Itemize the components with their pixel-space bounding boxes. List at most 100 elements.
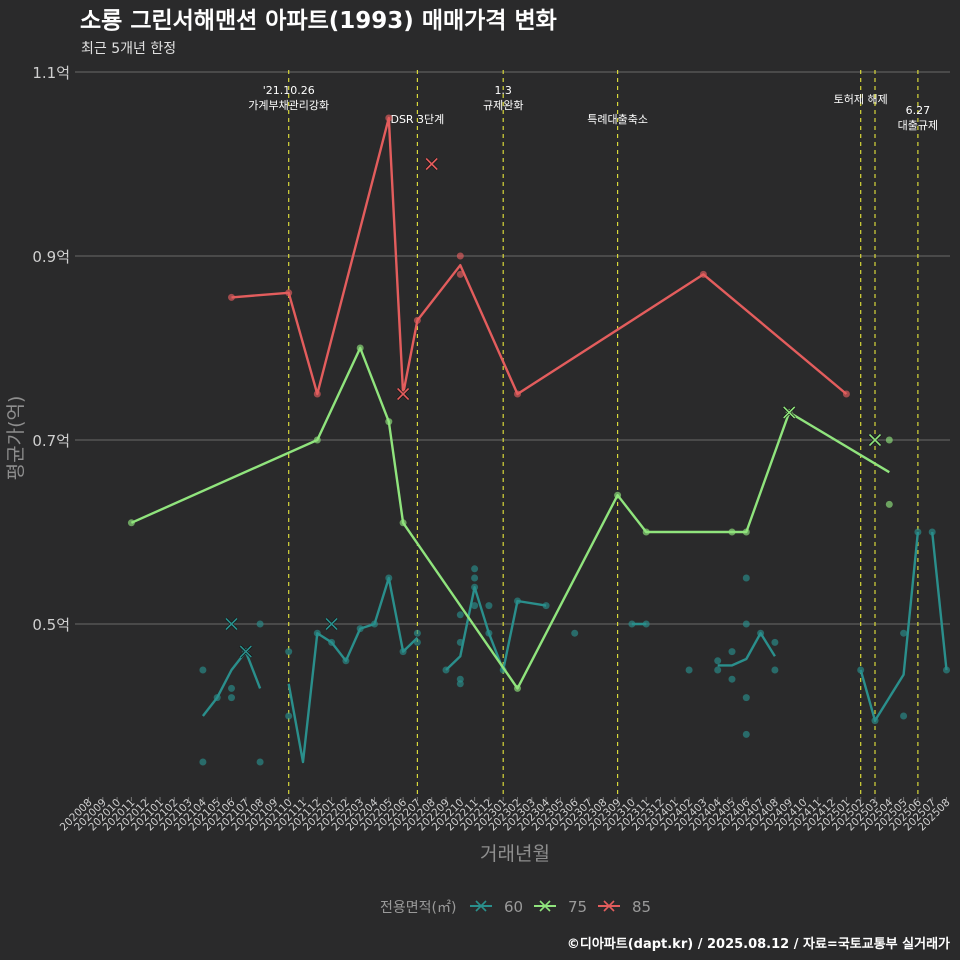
series-75-point bbox=[385, 418, 393, 426]
legend-item-75: 75 bbox=[534, 898, 587, 916]
cross-stroke bbox=[425, 157, 438, 171]
series-60-point bbox=[471, 583, 479, 591]
series-75-point bbox=[742, 528, 750, 536]
series-60-point bbox=[328, 638, 336, 646]
series-60-point bbox=[385, 574, 393, 582]
cross-stroke bbox=[397, 387, 410, 401]
series-60-point bbox=[871, 717, 879, 725]
series-60-point bbox=[771, 638, 779, 646]
event-annotation: DSR 3단계 bbox=[390, 113, 444, 126]
series-75-point bbox=[614, 491, 622, 499]
x-axis-label: 거래년월 bbox=[480, 843, 550, 865]
footer-credit: ©디아파트(dapt.kr) / 2025.08.12 / 자료=국토교통부 실… bbox=[567, 936, 950, 952]
series-60-point bbox=[742, 574, 750, 582]
y-tick-label: 1.1억 bbox=[32, 64, 70, 82]
event-annotation: 대출규제 bbox=[898, 119, 938, 132]
series-75-point bbox=[642, 528, 650, 536]
y-tick-labels: 0.5억 0.7억 0.9억 1.1억 bbox=[32, 64, 70, 634]
series-75-point bbox=[514, 684, 521, 692]
event-annotation: 토허제 해제 bbox=[834, 92, 888, 106]
series-60-point bbox=[371, 620, 378, 628]
series-60-point bbox=[771, 666, 779, 674]
series-75-point bbox=[127, 519, 135, 527]
legend-label: 60 bbox=[504, 898, 523, 916]
series-60-cross-marker bbox=[239, 645, 253, 659]
series-60-point bbox=[228, 694, 235, 702]
series-85-point bbox=[228, 293, 235, 301]
series-75-point bbox=[885, 436, 893, 444]
series-60-point bbox=[313, 629, 321, 637]
series-60-point bbox=[714, 657, 722, 665]
legend-item-60: 60 bbox=[470, 898, 523, 916]
event-annotation: 규제완화 bbox=[483, 99, 523, 112]
series-60-point bbox=[943, 666, 950, 674]
series-85-point bbox=[313, 390, 321, 398]
series-60-point bbox=[685, 666, 693, 674]
series-60-point bbox=[285, 648, 293, 656]
series-60-point bbox=[857, 666, 865, 674]
series-60-point bbox=[928, 528, 936, 536]
series-60-point bbox=[471, 565, 479, 573]
series-60-point bbox=[199, 758, 207, 766]
series-85-point bbox=[699, 270, 707, 278]
legend-label: 85 bbox=[632, 898, 651, 916]
y-tick-label: 0.5억 bbox=[32, 616, 70, 634]
cross-stroke bbox=[783, 406, 796, 419]
series-60-point bbox=[757, 629, 765, 637]
legend: 전용면적(㎡) 60 75 85 bbox=[380, 898, 651, 916]
series-85-line bbox=[231, 116, 848, 396]
series-60-point bbox=[485, 602, 493, 610]
series-60-point bbox=[642, 620, 650, 628]
series-60-point bbox=[256, 758, 264, 766]
series-85-cross-marker bbox=[396, 387, 410, 401]
series-60-point bbox=[514, 597, 521, 605]
series-60-point bbox=[742, 730, 750, 738]
series-85-point bbox=[385, 114, 393, 122]
series-60-point bbox=[413, 629, 421, 637]
series-60-point bbox=[442, 666, 450, 674]
series-60-point bbox=[742, 620, 750, 628]
series-85-point bbox=[456, 252, 464, 260]
y-axis-label: 평균가(억) bbox=[5, 396, 27, 481]
series-60-point bbox=[342, 657, 350, 665]
series-60-point bbox=[256, 620, 264, 628]
y-gridlines bbox=[75, 71, 950, 625]
series-85-point bbox=[413, 316, 421, 324]
series-layer bbox=[127, 114, 950, 766]
legend-title: 전용면적(㎡) bbox=[380, 900, 456, 916]
series-60-point bbox=[900, 712, 908, 720]
series-60-point bbox=[213, 694, 221, 702]
y-tick-label: 0.9억 bbox=[32, 248, 70, 266]
series-60-point bbox=[399, 648, 407, 656]
series-60-point bbox=[471, 574, 479, 582]
event-annotation: 가계부채관리강화 bbox=[248, 99, 329, 112]
event-annotation: '21.10.26 bbox=[263, 84, 315, 97]
series-60-point bbox=[356, 625, 364, 633]
cross-stroke bbox=[325, 617, 338, 631]
series-75-cross-marker bbox=[868, 433, 882, 447]
series-60-point bbox=[471, 602, 479, 610]
series-60-point bbox=[571, 629, 579, 637]
series-60-point bbox=[728, 648, 736, 656]
series-75-line bbox=[130, 346, 890, 690]
series-85-point bbox=[514, 390, 521, 398]
y-tick-label: 0.7억 bbox=[32, 432, 70, 450]
series-60-point bbox=[628, 620, 636, 628]
series-60-cross-marker bbox=[224, 617, 239, 631]
legend-swatch-cross bbox=[539, 900, 551, 912]
chart-title: 소룡 그린서해맨션 아파트(1993) 매매가격 변화 bbox=[80, 8, 557, 34]
series-75-point bbox=[313, 436, 321, 444]
series-60-point bbox=[456, 680, 464, 688]
event-annotation: 특례대출축소 bbox=[587, 113, 648, 126]
series-60-point bbox=[542, 602, 550, 610]
legend-item-85: 85 bbox=[598, 898, 651, 916]
series-60-point bbox=[456, 638, 464, 646]
series-60-point bbox=[485, 629, 493, 637]
series-60-point bbox=[742, 694, 750, 702]
series-75-cross-marker bbox=[782, 405, 796, 419]
cross-stroke bbox=[868, 433, 882, 447]
series-85-point bbox=[842, 390, 850, 398]
series-60-point bbox=[728, 675, 736, 683]
